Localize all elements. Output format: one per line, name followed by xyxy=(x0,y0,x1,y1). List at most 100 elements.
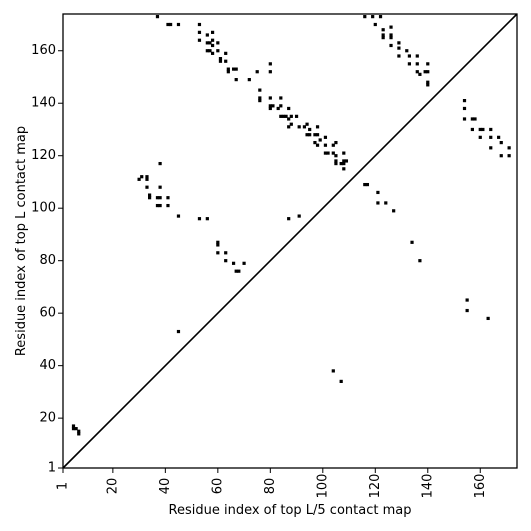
contact-point xyxy=(392,209,396,213)
contact-point xyxy=(297,214,301,218)
contact-point xyxy=(158,161,162,166)
contact-point xyxy=(294,114,299,118)
contact-point xyxy=(376,190,380,195)
contact-point xyxy=(231,67,236,71)
contact-point xyxy=(334,159,338,163)
y-tick-label: 20 xyxy=(39,411,56,426)
y-tick-label: 120 xyxy=(31,148,56,163)
contact-point xyxy=(315,143,320,147)
y-tick-label: 160 xyxy=(31,43,56,58)
contact-point xyxy=(315,125,320,129)
contact-point xyxy=(77,432,81,436)
contact-point xyxy=(145,185,149,189)
contact-point xyxy=(470,127,474,132)
contact-point xyxy=(470,117,474,121)
contact-point xyxy=(465,308,469,313)
contact-point xyxy=(376,201,380,205)
contact-point xyxy=(145,175,149,179)
contact-point xyxy=(342,159,346,163)
y-tick-label: 60 xyxy=(39,306,56,321)
contact-point xyxy=(489,127,493,132)
contact-point xyxy=(197,30,202,34)
contact-point xyxy=(205,49,209,53)
contact-point xyxy=(297,125,301,129)
contact-point xyxy=(415,62,419,66)
contact-point xyxy=(302,125,307,129)
contact-point xyxy=(205,41,209,45)
contact-point xyxy=(234,78,238,82)
contact-point xyxy=(473,117,477,121)
contact-point xyxy=(279,104,283,108)
contact-point xyxy=(397,54,401,58)
points-layer xyxy=(71,15,511,436)
contact-point xyxy=(323,135,328,139)
contact-point xyxy=(415,54,419,58)
x-axis-label: Residue index of top L/5 contact map xyxy=(169,503,412,518)
contact-point xyxy=(255,70,259,74)
contact-point xyxy=(224,51,228,55)
contact-point xyxy=(462,117,467,121)
contact-point xyxy=(462,99,467,103)
contact-point xyxy=(208,41,212,45)
contact-point xyxy=(371,15,375,19)
contact-point xyxy=(224,259,228,263)
contact-point xyxy=(397,46,401,50)
y-tick-label: 80 xyxy=(39,253,56,268)
x-tick-label: 20 xyxy=(105,478,120,495)
contact-point xyxy=(465,298,469,302)
contact-point xyxy=(478,127,482,132)
contact-point xyxy=(216,49,220,53)
x-tick-label: 60 xyxy=(210,478,225,495)
contact-point xyxy=(342,167,346,171)
y-tick-label: 140 xyxy=(31,96,56,111)
contact-point xyxy=(210,30,215,34)
contact-point xyxy=(197,22,202,27)
contact-point xyxy=(247,78,251,82)
contact-point xyxy=(197,217,202,221)
contact-point xyxy=(71,427,76,431)
contact-point xyxy=(148,193,152,197)
contact-point xyxy=(176,214,181,218)
contact-point xyxy=(287,117,291,121)
contact-point xyxy=(405,49,409,53)
contact-point xyxy=(507,146,511,150)
contact-point xyxy=(145,177,149,181)
contact-point xyxy=(158,203,162,208)
contact-point xyxy=(234,269,238,273)
contact-point xyxy=(71,424,76,428)
contact-point xyxy=(210,38,215,42)
contact-point xyxy=(231,261,236,265)
contact-point xyxy=(384,201,388,205)
contact-point xyxy=(224,59,228,63)
contact-point xyxy=(158,196,162,200)
diagonal-line xyxy=(62,13,518,469)
contact-point xyxy=(268,62,272,66)
contact-point xyxy=(489,135,493,139)
contact-point xyxy=(339,161,343,166)
contact-point xyxy=(315,133,320,137)
y-axis-label: Residue index of top L contact map xyxy=(14,126,29,356)
contact-point xyxy=(148,196,152,200)
contact-point xyxy=(155,203,160,208)
contact-point xyxy=(258,96,262,100)
contact-point xyxy=(305,133,309,137)
contact-point xyxy=(381,36,385,40)
contact-point xyxy=(407,62,411,66)
contact-point xyxy=(426,62,430,66)
contact-point xyxy=(166,22,170,27)
plot-frame xyxy=(62,13,518,469)
contact-point xyxy=(423,70,427,74)
contact-point xyxy=(218,57,223,61)
contact-point xyxy=(226,70,230,74)
contact-point xyxy=(339,379,343,383)
contact-point xyxy=(281,114,286,118)
contact-point xyxy=(381,33,385,37)
contact-point xyxy=(342,151,346,155)
contact-point xyxy=(155,196,160,200)
contact-point xyxy=(289,114,293,118)
y-tick-label: 1 xyxy=(48,461,56,476)
contact-point xyxy=(169,22,173,27)
contact-point xyxy=(271,104,275,108)
contact-point xyxy=(308,133,312,137)
